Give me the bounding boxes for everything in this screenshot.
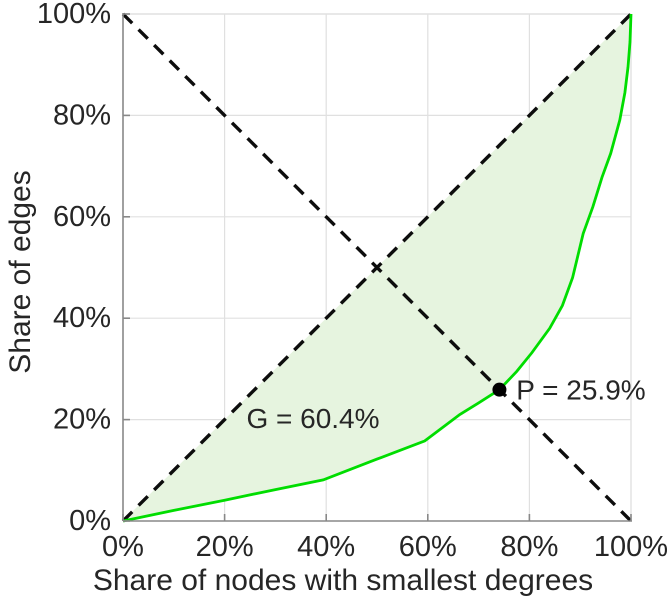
x-tick-label: 40% [297, 531, 355, 563]
y-axis-title: Share of edges [4, 170, 37, 373]
x-tick-label: 0% [102, 531, 144, 563]
gini-label: G = 60.4% [246, 403, 379, 434]
p-label: P = 25.9% [516, 375, 645, 406]
anti-diagonal [121, 12, 633, 523]
x-tick-label: 60% [399, 531, 457, 563]
x-axis-title: Share of nodes with smallest degrees [93, 564, 593, 597]
p-marker [492, 382, 507, 397]
y-tick-label: 20% [53, 404, 111, 436]
y-tick-label: 40% [53, 302, 111, 334]
x-tick-label: 20% [196, 531, 254, 563]
lorenz-curve [122, 13, 633, 523]
y-tick-label: 100% [37, 0, 111, 30]
y-tick-label: 80% [53, 99, 111, 131]
y-tick-label: 0% [69, 505, 111, 537]
y-tick-label: 60% [53, 201, 111, 233]
x-tick-label: 100% [594, 531, 668, 563]
x-tick-label: 80% [500, 531, 558, 563]
